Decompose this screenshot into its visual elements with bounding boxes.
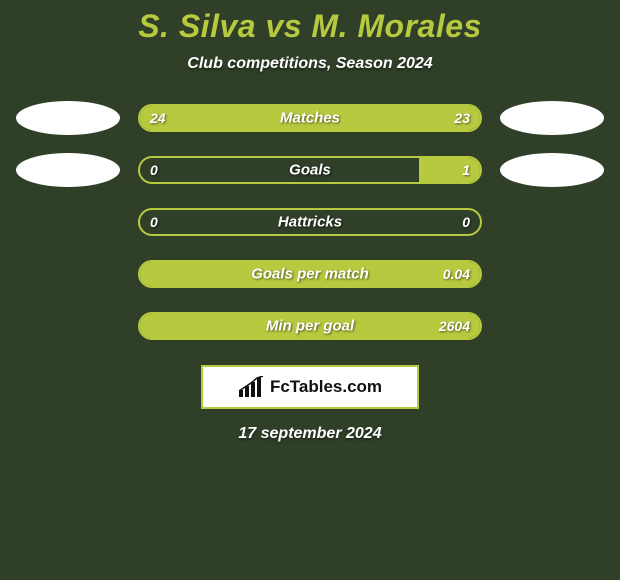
stat-bar: 0 0 Hattricks (138, 208, 482, 236)
value-right: 0.04 (443, 266, 470, 282)
stat-row: 24 23 Matches (0, 101, 620, 135)
stat-bar: 2604 Min per goal (138, 312, 482, 340)
stat-row: 0 1 Goals (0, 153, 620, 187)
player-left-badge (16, 257, 120, 291)
stat-row: 0.04 Goals per match (0, 257, 620, 291)
stat-label: Goals (289, 162, 331, 179)
value-left: 24 (150, 110, 166, 126)
value-right: 23 (454, 110, 470, 126)
ellipse-icon (500, 153, 604, 187)
value-left: 0 (150, 162, 158, 178)
brand-box: FcTables.com (201, 365, 419, 409)
bars-icon (238, 376, 264, 398)
value-left: 0 (150, 214, 158, 230)
stat-label: Hattricks (278, 214, 342, 231)
stat-bar: 24 23 Matches (138, 104, 482, 132)
player-left-badge (16, 205, 120, 239)
player-right-badge (500, 153, 604, 187)
player-left-badge (16, 153, 120, 187)
player-left-badge (16, 309, 120, 343)
page-title: S. Silva vs M. Morales (138, 8, 482, 45)
stat-row: 0 0 Hattricks (0, 205, 620, 239)
value-right: 2604 (439, 318, 470, 334)
stat-row: 2604 Min per goal (0, 309, 620, 343)
ellipse-icon (16, 101, 120, 135)
ellipse-icon (16, 153, 120, 187)
value-right: 1 (462, 162, 470, 178)
player-right-badge (500, 257, 604, 291)
bar-fill-right (419, 158, 480, 182)
stat-bar: 0 1 Goals (138, 156, 482, 184)
stat-rows: 24 23 Matches 0 1 Goals 0 0 Hattricks 0.04 Goals p… (0, 101, 620, 343)
subtitle: Club competitions, Season 2024 (187, 55, 432, 73)
player-right-badge (500, 205, 604, 239)
stat-bar: 0.04 Goals per match (138, 260, 482, 288)
comparison-infographic: S. Silva vs M. Morales Club competitions… (0, 0, 620, 443)
player-right-badge (500, 101, 604, 135)
stat-label: Min per goal (266, 318, 354, 335)
player-right-badge (500, 309, 604, 343)
stat-label: Goals per match (251, 266, 369, 283)
date-text: 17 september 2024 (238, 425, 381, 443)
brand-text: FcTables.com (270, 377, 382, 397)
ellipse-icon (500, 101, 604, 135)
value-right: 0 (462, 214, 470, 230)
player-left-badge (16, 101, 120, 135)
stat-label: Matches (280, 110, 340, 127)
